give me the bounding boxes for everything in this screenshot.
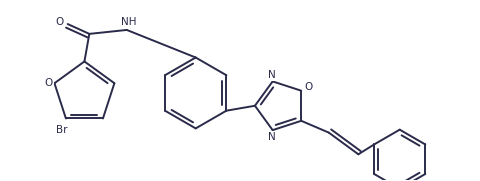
Text: N: N (268, 132, 276, 142)
Text: O: O (56, 17, 64, 27)
Text: O: O (45, 78, 53, 88)
Text: Br: Br (56, 125, 68, 135)
Text: O: O (304, 82, 312, 92)
Text: N: N (268, 70, 276, 79)
Text: NH: NH (121, 17, 136, 27)
